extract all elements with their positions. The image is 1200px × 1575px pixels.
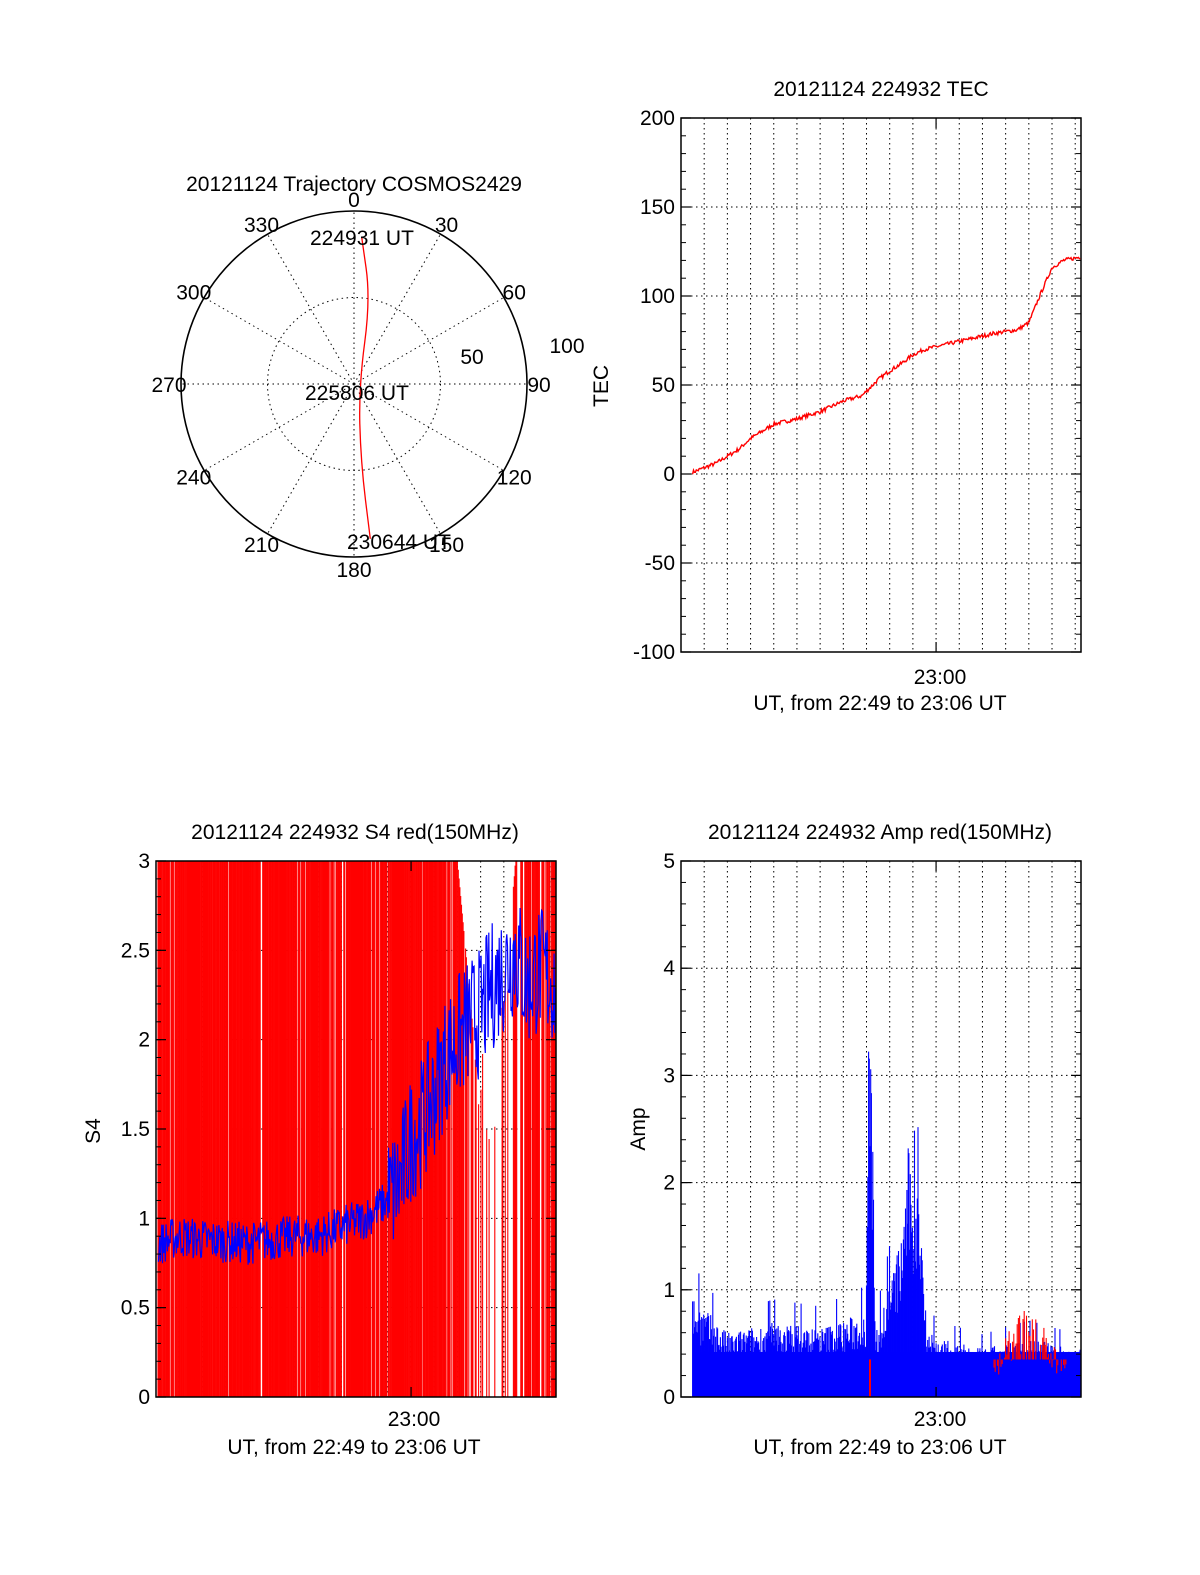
s4-red-block — [188, 861, 208, 1397]
amp-y-ticks: 0 1 2 3 4 5 — [663, 850, 1081, 1409]
polar-radial-label-50: 50 — [460, 346, 483, 369]
polar-spoke-210 — [267, 383, 355, 535]
polar-spoke-240 — [203, 383, 355, 471]
polar-angle-label-0: 0 — [348, 189, 360, 212]
amp-red-series — [868, 1311, 1067, 1397]
tec-y-ticks: -100 -50 0 50 100 150 200 — [633, 107, 1081, 664]
trajectory-title: 20121124 Trajectory COSMOS2429 — [186, 173, 522, 196]
polar-angle-label-330: 330 — [244, 214, 279, 237]
polar-angle-label-270: 270 — [151, 374, 186, 397]
s4-ytick-label: 3 — [138, 850, 150, 873]
amp-ytick-label: 4 — [663, 957, 675, 980]
polar-spoke-150 — [353, 383, 441, 535]
amp-y-axis-label: Amp — [627, 1107, 650, 1150]
s4-panel: 20121124 224932 S4 red(150MHz) 0 0.5 1 1.5 2… — [82, 821, 557, 1459]
s4-red-block — [422, 861, 445, 1397]
polar-grid — [180, 210, 528, 558]
s4-red-block — [350, 861, 367, 1397]
tec-ytick-label: 200 — [640, 107, 675, 130]
s4-x-axis-label: UT, from 22:49 to 23:06 UT — [227, 1436, 480, 1459]
amp-x-axis-label: UT, from 22:49 to 23:06 UT — [753, 1436, 1006, 1459]
amp-plot-frame — [680, 860, 1082, 1398]
polar-angle-label-180: 180 — [336, 559, 371, 582]
tec-title: 20121124 224932 TEC — [773, 78, 988, 101]
tec-panel: 20121124 224932 TEC -100-50050100150200 … — [590, 78, 1082, 715]
trajectory-annotation-start: 224931 UT — [310, 227, 414, 250]
amp-ytick-label: 3 — [663, 1064, 675, 1087]
s4-red-block — [271, 861, 289, 1397]
tec-xtick-label: 23:00 — [914, 666, 967, 689]
s4-y-ticks: 0 0.5 1 1.5 2 2.5 3 — [121, 850, 556, 1409]
amp-ytick-label: 5 — [663, 850, 675, 873]
tec-ytick-label: -50 — [645, 552, 675, 575]
polar-angle-labels: 0 30 60 90 120 150 180 210 240 270 300 330 — [151, 189, 550, 582]
s4-y-axis-label: S4 — [82, 1118, 105, 1144]
s4-ytick-label: 0.5 — [121, 1297, 150, 1320]
polar-outer-circle — [180, 210, 528, 558]
tec-ytick-label: 100 — [640, 285, 675, 308]
polar-angle-label-120: 120 — [497, 467, 532, 490]
s4-ytick-label: 0 — [138, 1386, 150, 1409]
tec-ytick-label: 150 — [640, 196, 675, 219]
amp-ytick-label: 0 — [663, 1386, 675, 1409]
tec-x-axis-label: UT, from 22:49 to 23:06 UT — [753, 692, 1006, 715]
s4-blue-series — [157, 907, 557, 1265]
polar-spoke-120 — [353, 383, 505, 471]
polar-spoke-60 — [353, 297, 505, 385]
polar-angle-label-30: 30 — [435, 214, 458, 237]
s4-ytick-label: 2.5 — [121, 939, 150, 962]
tec-series-line — [691, 256, 1081, 475]
trajectory-annotation-mid: 225806 UT — [305, 382, 409, 405]
s4-red-block — [232, 861, 250, 1397]
amp-ytick-label: 1 — [663, 1279, 675, 1302]
trajectory-track — [359, 237, 371, 539]
trajectory-annotation-end: 230644 UT — [347, 531, 451, 554]
amp-panel: 20121124 224932 Amp red(150MHz) 0 1 2 3 4 5 2… — [627, 821, 1082, 1459]
tec-ytick-label: 50 — [652, 374, 675, 397]
polar-spoke-30 — [353, 233, 441, 385]
amp-ytick-label: 2 — [663, 1172, 675, 1195]
s4-xtick-label: 23:00 — [388, 1408, 441, 1431]
trajectory-panel: 20121124 Trajectory COSMOS2429 0 30 60 90 12… — [151, 173, 584, 582]
polar-spoke-330 — [267, 233, 355, 385]
s4-title: 20121124 224932 S4 red(150MHz) — [191, 821, 519, 844]
polar-spoke-300 — [203, 297, 355, 385]
polar-angle-label-210: 210 — [244, 534, 279, 557]
s4-red-block — [311, 861, 328, 1397]
polar-angle-label-150: 150 — [429, 534, 464, 557]
amp-xtick-label: 23:00 — [914, 1408, 967, 1431]
s4-ytick-label: 1 — [138, 1207, 150, 1230]
polar-angle-label-240: 240 — [176, 467, 211, 490]
tec-gridlines — [681, 117, 1081, 653]
polar-angle-label-300: 300 — [176, 282, 211, 305]
polar-radial-label-100: 100 — [549, 335, 584, 358]
polar-angle-label-60: 60 — [503, 282, 526, 305]
polar-angle-label-90: 90 — [527, 374, 550, 397]
s4-ytick-label: 1.5 — [121, 1118, 150, 1141]
tec-ytick-label: 0 — [663, 463, 675, 486]
s4-ytick-label: 2 — [138, 1029, 150, 1052]
amp-title: 20121124 224932 Amp red(150MHz) — [708, 821, 1052, 844]
tec-ytick-label: -100 — [633, 641, 675, 664]
s4-red-block — [387, 861, 404, 1397]
tec-y-axis-label: TEC — [590, 365, 613, 407]
